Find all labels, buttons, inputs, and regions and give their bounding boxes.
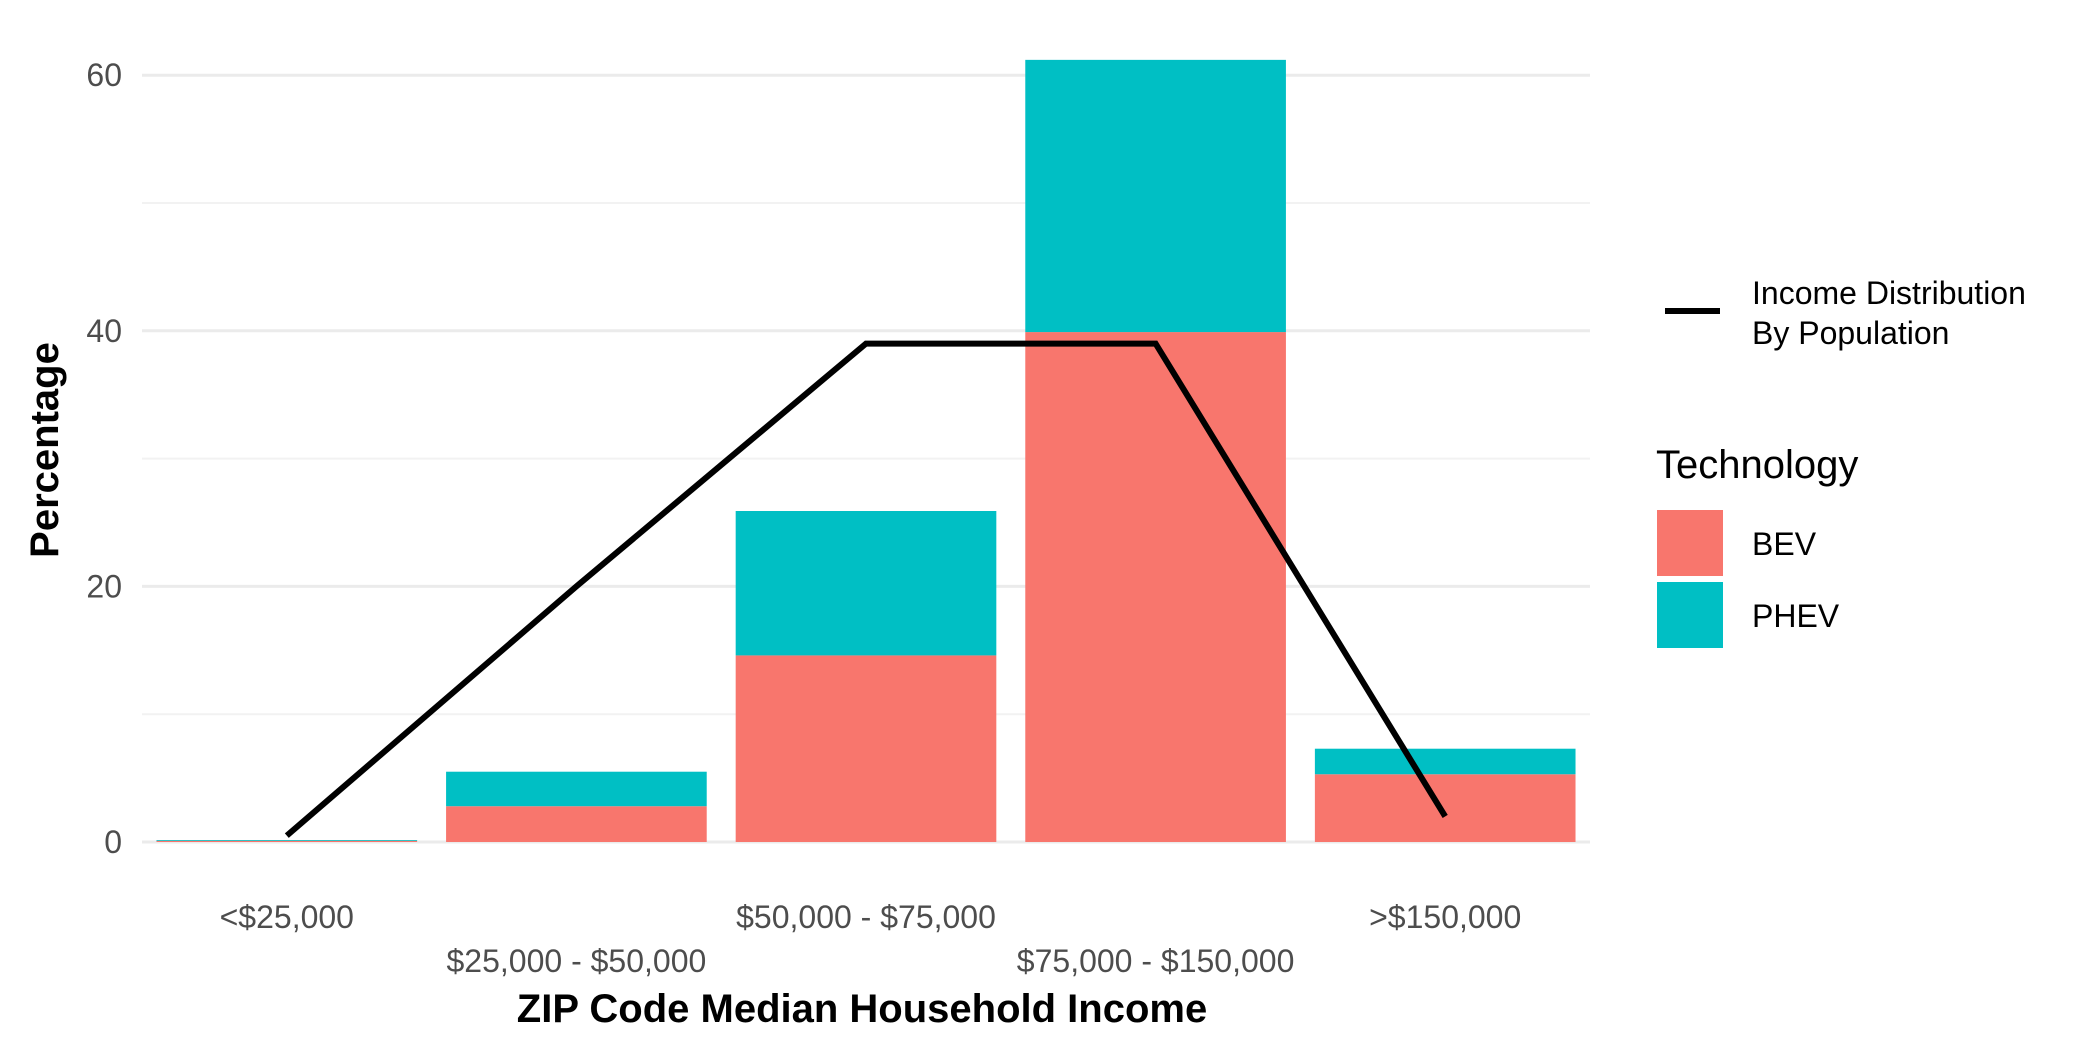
bar-phev-3 (1025, 59, 1286, 333)
y-axis-title: Percentage (23, 342, 67, 558)
y-axis: 0 20 40 60 (86, 57, 122, 860)
y-tick-label: 0 (104, 824, 122, 860)
x-tick-label: $75,000 - $150,000 (1017, 943, 1295, 979)
legend-line-label-1: Income Distribution (1752, 275, 2026, 311)
legend: Income Distribution By Population Techno… (1656, 275, 2026, 648)
x-tick-label: $50,000 - $75,000 (736, 899, 996, 935)
legend-label-phev: PHEV (1752, 598, 1840, 634)
bar-phev-1 (446, 771, 707, 807)
x-tick-label: <$25,000 (220, 899, 354, 935)
income-distribution-line (284, 340, 1448, 838)
bar-phev-2 (735, 510, 997, 656)
bar-bev-2 (735, 655, 997, 842)
bar-bev-1 (446, 806, 707, 842)
y-tick-label: 60 (86, 57, 122, 93)
legend-label-bev: BEV (1752, 526, 1817, 562)
bar-phev-0 (156, 840, 418, 841)
legend-line-label-2: By Population (1752, 315, 1949, 351)
y-tick-label: 40 (86, 313, 122, 349)
bar-phev-4 (1314, 748, 1576, 775)
x-axis: <$25,000 $25,000 - $50,000 $50,000 - $75,0… (220, 899, 1522, 979)
bar-bev-3 (1025, 332, 1286, 842)
legend-swatch-bev (1657, 510, 1723, 576)
income-line-layer (284, 340, 1448, 838)
legend-swatch-phev (1657, 582, 1723, 648)
legend-title: Technology (1656, 443, 1858, 487)
bar-bev-4 (1314, 774, 1576, 842)
x-axis-title: ZIP Code Median Household Income (517, 987, 1207, 1031)
x-tick-label: $25,000 - $50,000 (447, 943, 707, 979)
bars (156, 59, 1576, 842)
x-tick-label: >$150,000 (1369, 899, 1521, 935)
y-tick-label: 20 (86, 568, 122, 604)
bar-bev-0 (156, 840, 418, 842)
